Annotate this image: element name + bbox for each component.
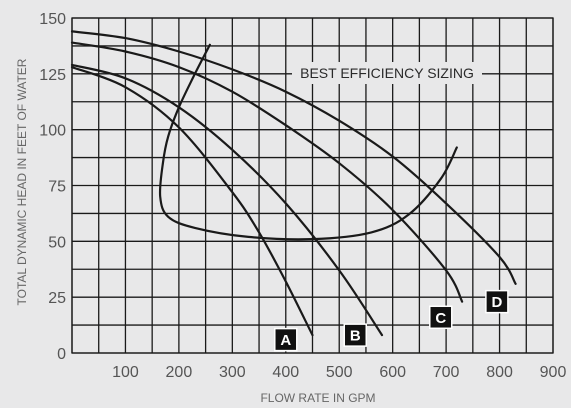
pump-curve-d bbox=[70, 30, 517, 285]
pump-curves bbox=[70, 30, 517, 337]
x-tick-label: 900 bbox=[540, 364, 567, 381]
x-tick-label: 400 bbox=[272, 364, 299, 381]
y-tick-label: 125 bbox=[39, 67, 66, 84]
efficiency-label-background bbox=[292, 62, 482, 84]
y-tick-label: 100 bbox=[39, 123, 66, 140]
pump-curve-a bbox=[70, 66, 314, 337]
pump-curve-c bbox=[70, 41, 464, 303]
curve-labels: A B C D bbox=[274, 289, 509, 352]
y-tick-label: 75 bbox=[48, 179, 66, 196]
y-tick-label: 50 bbox=[48, 234, 66, 251]
x-tick-label: 700 bbox=[433, 364, 460, 381]
x-tick-label: 300 bbox=[219, 364, 246, 381]
x-tick-label: 100 bbox=[112, 364, 139, 381]
curve-label-d: D bbox=[485, 289, 509, 314]
curve-label-c: C bbox=[429, 305, 453, 330]
y-tick-label: 25 bbox=[48, 290, 66, 307]
curve-label-text: B bbox=[350, 328, 361, 345]
x-tick-label: 500 bbox=[326, 364, 353, 381]
curve-label-text: A bbox=[280, 332, 291, 349]
best-efficiency-label: BEST EFFICIENCY SIZING bbox=[300, 65, 474, 81]
x-tick-label: 600 bbox=[379, 364, 406, 381]
y-tick-label: 150 bbox=[39, 11, 66, 28]
curve-label-box bbox=[274, 327, 298, 352]
curve-label-text: C bbox=[435, 310, 446, 327]
curve-label-a: A bbox=[274, 327, 298, 352]
y-tick-label: 0 bbox=[57, 346, 66, 363]
curve-label-box bbox=[343, 323, 368, 347]
curve-label-box bbox=[429, 305, 453, 330]
curve-label-b: B bbox=[343, 323, 368, 347]
curve-label-text: D bbox=[491, 294, 502, 311]
plot-frame bbox=[71, 17, 554, 354]
tick-labels: 100 200 300 400 500 600 700 800 900 0 25 50 75 100 125… bbox=[39, 11, 566, 381]
best-efficiency-envelope bbox=[158, 43, 458, 241]
x-axis-title: FLOW RATE IN GPM bbox=[260, 391, 375, 405]
x-tick-label: 800 bbox=[486, 364, 513, 381]
pump-curve-b bbox=[70, 63, 384, 337]
y-axis-title: TOTAL DYNAMIC HEAD IN FEET OF WATER bbox=[15, 58, 29, 305]
x-tick-label: 200 bbox=[166, 364, 193, 381]
curve-label-box bbox=[485, 289, 509, 314]
